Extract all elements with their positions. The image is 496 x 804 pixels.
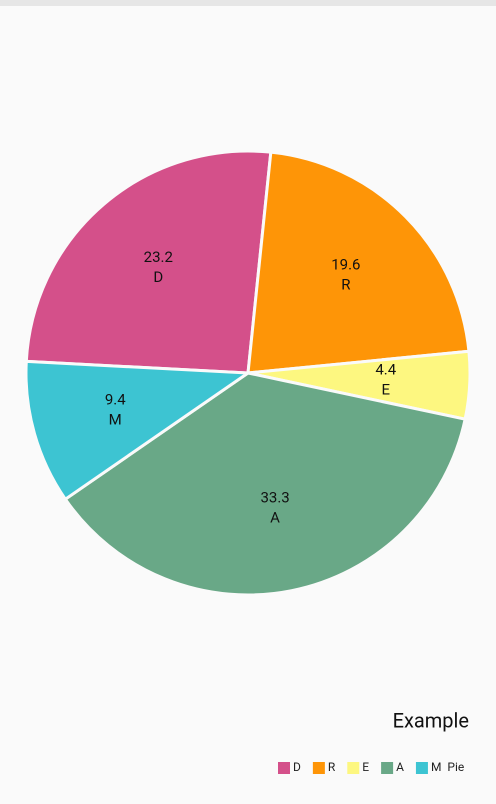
legend-swatch [381,762,394,774]
pie-slice [63,371,467,597]
legend-swatch [278,762,290,774]
legend-label: E [362,760,369,774]
legend-label: R [328,760,336,774]
pie-slice [24,359,253,502]
slice-label: A [270,508,280,526]
pie-slice [246,150,471,375]
legend-label: M [431,760,441,774]
legend-label: D [293,760,301,774]
value-label: 4.4 [375,361,396,379]
slice-label: R [341,276,350,294]
description: Example [393,708,469,732]
legend-swatch [312,762,325,774]
legend-label: A [396,760,404,774]
legend-swatch [415,762,428,774]
legend-swatch [347,762,360,774]
slice-label: M [109,411,122,429]
value-label: 9.4 [105,391,126,409]
value-label: 19.6 [331,256,360,274]
slice-label: E [382,381,391,399]
status-bar-shadow [0,0,496,6]
pie-slice [24,149,273,375]
value-label: 33.3 [260,488,289,506]
value-label: 23.2 [144,248,173,266]
slice-label: D [153,268,163,286]
legend-dataset-label: Pie [447,760,464,774]
